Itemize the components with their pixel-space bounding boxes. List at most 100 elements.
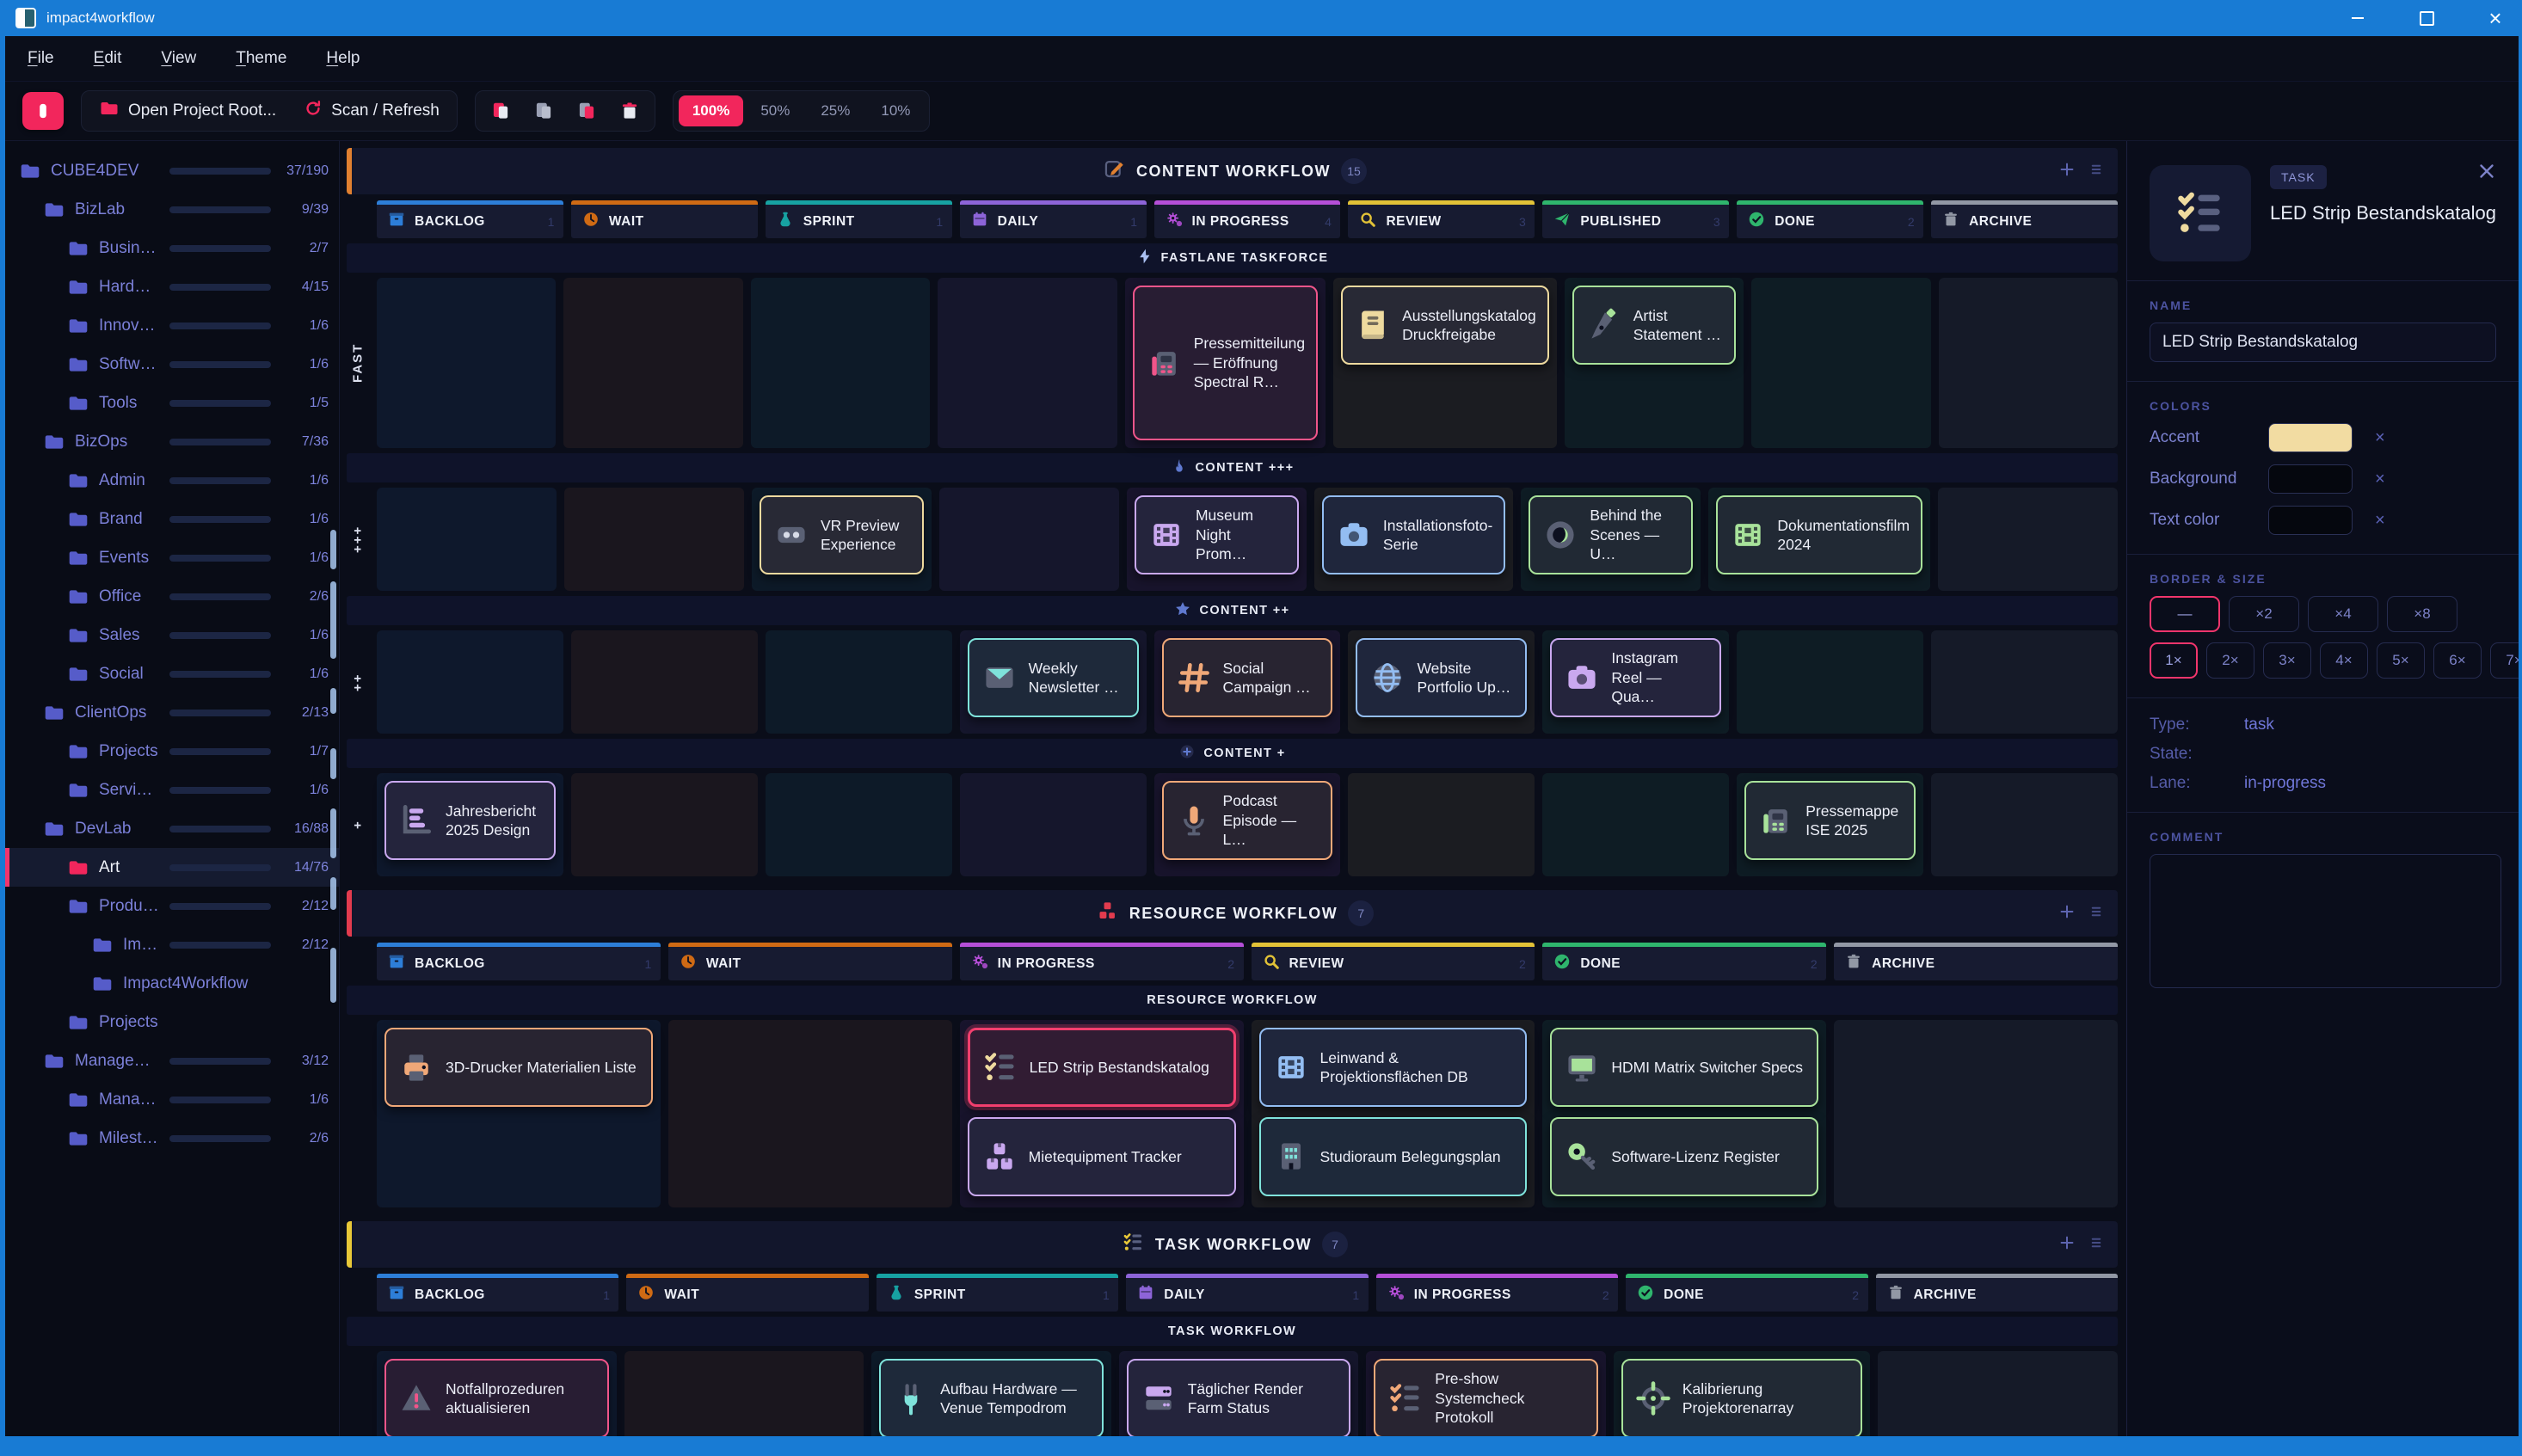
column-header-wait[interactable]: WAIT [626, 1274, 869, 1312]
card-hdmi-matrix-switcher-specs[interactable]: HDMI Matrix Switcher Specs [1550, 1028, 1819, 1107]
clear-color-icon[interactable]: × [2375, 427, 2385, 447]
sidebar-item-hardware[interactable]: Hardware 4/15 [5, 267, 339, 306]
size-option-4[interactable]: 4× [2320, 642, 2368, 679]
card-instagram-reel-qua[interactable]: Instagram Reel — Qua… [1550, 638, 1722, 717]
size-option-7[interactable]: 7× [2490, 642, 2519, 679]
add-card-icon[interactable] [2058, 1233, 2076, 1256]
board-menu-icon[interactable] [2088, 1235, 2104, 1255]
sidebar-item-innovation[interactable]: Innovation 1/6 [5, 306, 339, 345]
zoom-option-50[interactable]: 50% [760, 102, 790, 119]
column-header-published[interactable]: PUBLISHED 3 [1542, 200, 1730, 238]
size-option-1[interactable]: 1× [2150, 642, 2198, 679]
paste-icon[interactable] [481, 95, 520, 127]
card-t-glicher-render-farm-status[interactable]: Täglicher Render Farm Status [1126, 1359, 1351, 1438]
sidebar-item-admin[interactable]: Admin 1/6 [5, 461, 339, 500]
column-header-daily[interactable]: DAILY 1 [959, 200, 1147, 238]
color-swatch-text-color[interactable] [2268, 506, 2353, 535]
card-pressemappe-ise-2025[interactable]: Pressemappe ISE 2025 [1744, 781, 1916, 860]
sidebar-item-devlab[interactable]: DevLab 16/88 [5, 809, 339, 848]
card-dokumentationsfilm-2024[interactable]: Dokumentationsfilm 2024 [1716, 495, 1923, 574]
card-website-portfolio-up[interactable]: Website Portfolio Up… [1356, 638, 1528, 717]
size-option-6[interactable]: 6× [2433, 642, 2482, 679]
column-header-archive[interactable]: ARCHIVE [1875, 1274, 2118, 1312]
size-option-3[interactable]: 3× [2263, 642, 2311, 679]
sidebar-scrollbar-thumb[interactable] [330, 688, 336, 714]
sidebar-item-impact4workflow[interactable]: Impact4Workflow [5, 964, 339, 1003]
sidebar-scrollbar-thumb[interactable] [330, 877, 336, 910]
column-header-archive[interactable]: ARCHIVE [1834, 943, 2118, 980]
sidebar-scrollbar-thumb[interactable] [330, 530, 336, 569]
sidebar-toggle-button[interactable] [22, 92, 64, 130]
maximize-icon[interactable] [2415, 7, 2438, 29]
card-ausstellungskatalog-druckfreigabe[interactable]: Ausstellungskatalog Druckfreigabe [1341, 286, 1549, 365]
card-pressemitteilung-er-ffnung-spectral-r[interactable]: Pressemitteilung — Eröffnung Spectral R… [1132, 286, 1319, 440]
card-studioraum-belegungsplan[interactable]: Studioraum Belegungsplan [1258, 1117, 1528, 1196]
card-weekly-newsletter[interactable]: Weekly Newsletter … [967, 638, 1139, 717]
card-kalibrierung-projektorenarray[interactable]: Kalibrierung Projektorenarray [1621, 1359, 1863, 1438]
sidebar-item-impact4immersive[interactable]: Impact4Immersive 2/12 [5, 925, 339, 964]
card-behind-the-scenes-u[interactable]: Behind the Scenes — U… [1529, 495, 1694, 574]
sidebar-item-products[interactable]: Products 2/12 [5, 887, 339, 925]
comment-textarea[interactable] [2150, 854, 2501, 988]
menu-item-theme[interactable]: Theme [236, 49, 287, 67]
column-header-done[interactable]: DONE 2 [1626, 1274, 1868, 1312]
sidebar-scrollbar-thumb[interactable] [330, 748, 336, 779]
scan-refresh-button[interactable]: Scan / Refresh [292, 94, 452, 128]
close-icon[interactable]: × [2488, 5, 2502, 31]
column-header-review[interactable]: REVIEW 3 [1348, 200, 1535, 238]
card-installationsfoto-serie[interactable]: Installationsfoto-Serie [1321, 495, 1506, 574]
sidebar-item-projects[interactable]: Projects [5, 1003, 339, 1041]
board-menu-icon[interactable] [2088, 162, 2104, 181]
sidebar-item-bizlab[interactable]: BizLab 9/39 [5, 190, 339, 229]
minimize-icon[interactable] [2347, 7, 2369, 29]
column-header-archive[interactable]: ARCHIVE [1931, 200, 2118, 238]
zoom-option-10[interactable]: 10% [881, 102, 911, 119]
card-mietequipment-tracker[interactable]: Mietequipment Tracker [967, 1117, 1236, 1196]
menu-item-help[interactable]: Help [326, 49, 360, 67]
sidebar-item-art[interactable]: Art 14/76 [5, 848, 339, 887]
sidebar-item-brand[interactable]: Brand 1/6 [5, 500, 339, 538]
clear-color-icon[interactable]: × [2375, 510, 2385, 530]
sidebar-item-business-development[interactable]: Business Development 2/7 [5, 229, 339, 267]
sidebar-item-milestones[interactable]: Milestones 2/6 [5, 1119, 339, 1158]
border-option-[interactable]: — [2150, 596, 2220, 632]
sidebar-item-services[interactable]: Services 1/6 [5, 771, 339, 809]
card-software-lizenz-register[interactable]: Software-Lizenz Register [1550, 1117, 1819, 1196]
sidebar-item-software[interactable]: Software 1/6 [5, 345, 339, 384]
card-jahresbericht-2025-design[interactable]: Jahresbericht 2025 Design [384, 781, 556, 860]
card-led-strip-bestandskatalog[interactable]: LED Strip Bestandskatalog [967, 1028, 1236, 1107]
size-option-2[interactable]: 2× [2206, 642, 2254, 679]
column-header-in-progress[interactable]: IN PROGRESS 4 [1153, 200, 1341, 238]
sidebar-item-cube4dev[interactable]: CUBE4DEV 37/190 [5, 151, 339, 190]
size-option-5[interactable]: 5× [2377, 642, 2425, 679]
sidebar-item-projects[interactable]: Projects 1/7 [5, 732, 339, 771]
color-swatch-background[interactable] [2268, 464, 2353, 494]
card-social-campaign[interactable]: Social Campaign … [1161, 638, 1333, 717]
border-option-4[interactable]: ×4 [2308, 596, 2378, 632]
sidebar-item-management[interactable]: Management 1/6 [5, 1080, 339, 1119]
sidebar-item-clientops[interactable]: ClientOps 2/13 [5, 693, 339, 732]
column-header-done[interactable]: DONE 2 [1737, 200, 1924, 238]
sidebar-scrollbar-thumb[interactable] [330, 808, 336, 858]
column-header-wait[interactable]: WAIT [667, 943, 952, 980]
card-museum-night-prom[interactable]: Museum Night Prom… [1134, 495, 1299, 574]
column-header-review[interactable]: REVIEW 2 [1251, 943, 1535, 980]
card-3d-drucker-materialien-liste[interactable]: 3D-Drucker Materialien Liste [384, 1028, 653, 1107]
sidebar-item-tools[interactable]: Tools 1/5 [5, 384, 339, 422]
card-notfallprozeduren-aktualisieren[interactable]: Notfallprozeduren aktualisieren [384, 1359, 609, 1438]
column-header-sprint[interactable]: SPRINT 1 [765, 200, 952, 238]
color-swatch-accent[interactable] [2268, 423, 2353, 452]
paste-accent-icon[interactable] [567, 95, 606, 127]
sidebar-scrollbar-thumb[interactable] [330, 581, 336, 659]
column-header-sprint[interactable]: SPRINT 1 [876, 1274, 1119, 1312]
column-header-in-progress[interactable]: IN PROGRESS 2 [959, 943, 1244, 980]
column-header-backlog[interactable]: BACKLOG 1 [377, 200, 563, 238]
column-header-backlog[interactable]: BACKLOG 1 [377, 943, 661, 980]
board-menu-icon[interactable] [2088, 904, 2104, 924]
menu-item-edit[interactable]: Edit [93, 49, 122, 67]
menu-item-view[interactable]: View [161, 49, 197, 67]
zoom-option-25[interactable]: 25% [821, 102, 851, 119]
trash-icon[interactable] [610, 95, 649, 127]
panel-close-icon[interactable] [2476, 160, 2498, 187]
zoom-option-100[interactable]: 100% [678, 95, 744, 126]
